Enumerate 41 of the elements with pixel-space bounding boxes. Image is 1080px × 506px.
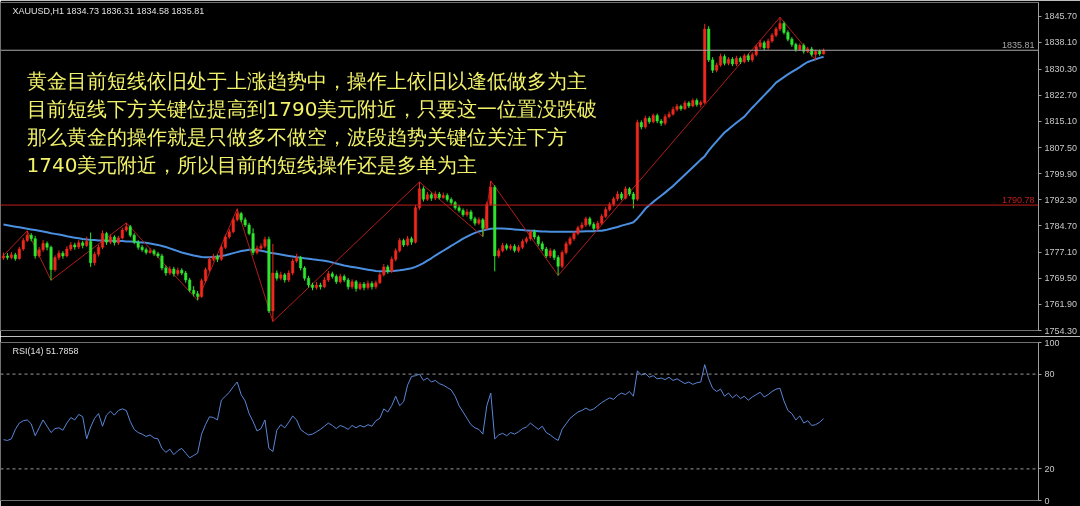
y-tick-label: 1792.30 (1044, 194, 1078, 205)
y-tick-label: 1830.30 (1044, 64, 1078, 75)
candlestick (49, 245, 53, 281)
y-tick-label: 1838.10 (1044, 37, 1078, 48)
y-tick-label: 1761.90 (1044, 299, 1078, 310)
candlestick (580, 221, 584, 231)
candlestick (89, 232, 93, 268)
y-tick-label: 80 (1044, 369, 1055, 380)
y-tick-label: 20 (1044, 463, 1055, 474)
y-tick-label: 100 (1044, 337, 1060, 348)
y-tick-label: 0 (1044, 495, 1050, 506)
y-tick-label: 1784.70 (1044, 220, 1078, 231)
y-tick-label: 1777.10 (1044, 247, 1078, 258)
y-tick-label: 1822.70 (1044, 90, 1078, 101)
candlestick (148, 247, 152, 255)
candlestick (33, 235, 37, 260)
candlestick (489, 180, 493, 207)
annotation: 黄金目前短线依旧处于上涨趋势中，操作上依旧以逢低做多为主 (26, 68, 587, 93)
annotation: 1740美元附近，所以目前的短线操作还是多单为主 (26, 152, 478, 177)
ref-line-label: 1790.78 (1001, 195, 1035, 206)
annotation: 目前短线下方关键位提高到1790美元附近，只要这一位置没跌破 (26, 96, 598, 121)
y-tick-label: 1769.50 (1044, 273, 1078, 284)
y-tick-label: 1754.30 (1044, 325, 1078, 336)
chart-title: RSI(14) 51.7858 (12, 345, 79, 356)
y-tick-label: 1815.10 (1044, 116, 1078, 127)
line-series (2, 55, 825, 273)
chart-title: XAUUSD,H1 1834.73 1836.31 1834.58 1835.81 (12, 5, 205, 16)
candlestick (465, 208, 469, 218)
candlestick (140, 244, 144, 253)
candlestick (461, 207, 465, 218)
annotation: 那么黄金的操作就是只做多不做空，波段趋势关键位关注下方 (26, 124, 567, 149)
candlestick (679, 104, 683, 112)
y-tick-label: 1799.90 (1044, 168, 1078, 179)
ref-line-label: 1835.81 (1001, 40, 1035, 51)
y-tick-label: 1807.50 (1044, 142, 1078, 153)
line-series (2, 364, 825, 459)
candlestick (251, 227, 255, 256)
line-series (2, 16, 817, 323)
candlestick (481, 217, 485, 238)
y-tick-label: 1845.70 (1044, 11, 1078, 22)
candlestick (370, 280, 374, 291)
